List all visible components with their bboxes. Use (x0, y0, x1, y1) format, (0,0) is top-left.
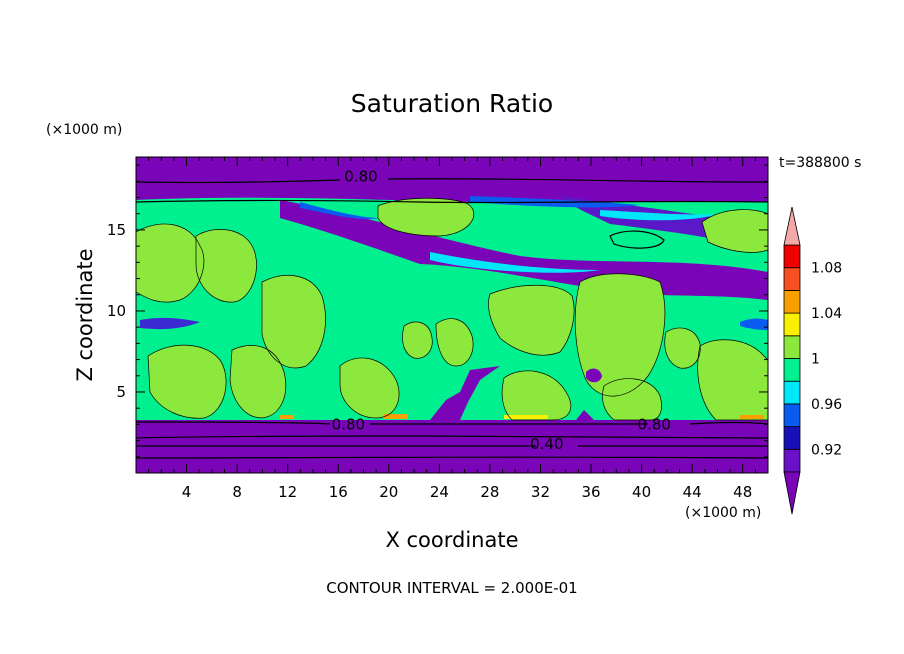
colorbar-label: 1.04 (811, 306, 842, 322)
contour-label: 0.80 (344, 167, 377, 185)
cloud-blob (340, 357, 400, 418)
cloud-blob (148, 345, 227, 419)
cloud-blob (196, 229, 257, 303)
contour-lines (136, 178, 768, 459)
contour-interval-footer: CONTOUR INTERVAL = 2.000E-01 (326, 579, 577, 597)
cloud-blob (262, 275, 326, 368)
cloud-blob (488, 285, 575, 356)
cyan-fringe-1 (430, 252, 600, 273)
contour-line (136, 199, 768, 204)
y-axis-ticks: 5 10 15 (107, 164, 768, 458)
colorbar-bin (783, 244, 801, 269)
x-tick-label: 48 (733, 483, 752, 501)
contour-label: 0.40 (530, 435, 563, 453)
contour-line (609, 230, 665, 249)
cloud-blob-contour (229, 345, 287, 419)
y-unit-label: (×1000 m) (46, 122, 122, 138)
hot-spot-2 (504, 415, 548, 419)
contour-line (136, 456, 768, 459)
cloud-blob-contour (664, 327, 701, 369)
x-axis-ticks: 4 8 12 16 20 24 28 32 36 40 44 48 (148, 157, 769, 501)
y-axis-label: Z coordinate (73, 248, 97, 381)
cloud-blob (136, 223, 204, 303)
cloud-blob-contour (339, 357, 400, 419)
colorbar-label: 0.92 (811, 442, 842, 458)
cyan-fringe-2 (600, 210, 720, 221)
time-label: t=388800 s (779, 155, 861, 171)
colorbar-bin (783, 267, 801, 291)
cloud-blob-contour (574, 273, 666, 397)
colorbar: 0.92 0.96 1 1.04 1.08 (783, 206, 842, 515)
dry-pocket (586, 368, 602, 383)
blue-fringe-1 (300, 202, 380, 220)
cloud-blob (697, 339, 768, 420)
cloud-blob-contour (435, 318, 474, 367)
cloud-blob (230, 345, 286, 418)
y-tick-label: 5 (116, 383, 126, 401)
blue-patch-left (140, 317, 200, 330)
colorbar-label: 1 (811, 352, 820, 368)
colorbar-label: 0.96 (811, 397, 842, 413)
cloud-blob-contour (701, 209, 768, 253)
colorbar-bin (783, 358, 801, 382)
colorbar-bin (783, 380, 801, 405)
colorbar-bin (783, 448, 801, 473)
cloud-blob-contour (261, 275, 326, 369)
colorbar-above-arrow (783, 206, 801, 246)
cloud-blob (502, 370, 571, 420)
cloud-blob-contour (697, 339, 768, 421)
cloud-blob-contour (377, 197, 474, 237)
cloud-blob-contour (402, 321, 433, 359)
contour-line (136, 178, 768, 183)
cloud-blob (402, 322, 433, 359)
colorbar-bin (783, 403, 801, 427)
x-tick-label: 32 (531, 483, 550, 501)
x-unit-label: (×1000 m) (685, 505, 761, 521)
chart-title: Saturation Ratio (351, 89, 553, 118)
colorbar-bin (783, 426, 801, 450)
cloud-blob-contour (195, 229, 257, 303)
upper-dry-tongue (280, 200, 768, 300)
x-tick-label: 12 (278, 483, 297, 501)
colorbar-below-arrow (783, 471, 801, 515)
cloud-blob (602, 378, 662, 420)
cloud-blob (378, 198, 474, 236)
contour-labels: 0.80 0.80 0.80 0.40 (332, 167, 671, 452)
contour-line (136, 435, 768, 439)
x-tick-label: 20 (379, 483, 398, 501)
cloud-blob-contour (488, 284, 575, 356)
x-tick-label: 8 (232, 483, 242, 501)
x-tick-label: 28 (480, 483, 499, 501)
cloud-blob-contour (147, 344, 227, 419)
hot-spot-3 (280, 415, 294, 419)
x-tick-label: 16 (329, 483, 348, 501)
cloud-blob (664, 328, 701, 369)
x-tick-label: 44 (683, 483, 702, 501)
x-tick-label: 36 (581, 483, 600, 501)
hot-spot-4 (740, 415, 764, 419)
y-tick-label: 15 (107, 221, 126, 239)
colorbar-label: 1.08 (811, 261, 842, 277)
saturation-field (136, 157, 768, 473)
x-tick-label: 4 (182, 483, 192, 501)
x-tick-label: 24 (430, 483, 449, 501)
colorbar-bin (783, 335, 801, 359)
contour-label: 0.80 (332, 415, 365, 433)
colorbar-bin (783, 312, 801, 337)
cloud-blob (575, 273, 665, 397)
x-tick-label: 40 (632, 483, 651, 501)
cloud-blob (702, 209, 768, 253)
y-tick-label: 10 (107, 302, 126, 320)
cloud-blob-contour (501, 370, 572, 421)
hot-spot-1 (384, 414, 408, 419)
cloud-blob-contour (136, 223, 205, 303)
colorbar-bin (783, 289, 801, 314)
cloud-blob (436, 318, 474, 366)
x-axis-label: X coordinate (385, 528, 518, 552)
blue-patch-right (740, 318, 768, 330)
contour-line (136, 421, 768, 425)
contour-label: 0.80 (638, 415, 671, 433)
cloud-blob-contour (602, 378, 662, 421)
